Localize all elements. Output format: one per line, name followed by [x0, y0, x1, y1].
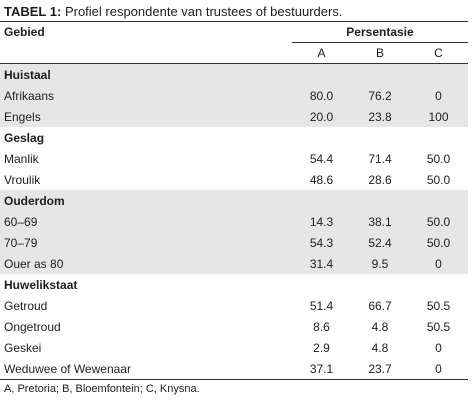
row-label: Weduwee of Wewenaar — [0, 358, 292, 380]
row-label: 70–79 — [0, 232, 292, 253]
value-cell: 80.0 — [292, 85, 351, 106]
value-cell: 4.8 — [371, 340, 389, 355]
header-col-c: C — [409, 42, 468, 64]
value-cell: 52.4 — [351, 232, 409, 253]
value-cell: 48.6 — [309, 172, 334, 187]
table-row: Manlik 54.4 71.4 50.0 — [0, 148, 468, 169]
group-title: Geslag — [4, 130, 45, 145]
value-cell: 50.0 — [426, 172, 451, 187]
row-label: Vroulik — [4, 172, 41, 187]
value-cell: 54.4 — [309, 151, 334, 166]
row-label: 60–69 — [0, 211, 292, 232]
header-col-a: A — [292, 42, 351, 64]
value-cell: 38.1 — [351, 211, 409, 232]
table-row: 70–79 54.3 52.4 50.0 — [0, 232, 468, 253]
table-row: Ongetroud 8.6 4.8 50.5 — [0, 316, 468, 337]
value-cell: 2.9 — [313, 340, 330, 355]
value-cell: 23.8 — [351, 106, 409, 127]
table-row: 60–69 14.3 38.1 50.0 — [0, 211, 468, 232]
value-cell: 23.7 — [351, 358, 409, 380]
row-label: Afrikaans — [0, 85, 292, 106]
value-cell: 4.8 — [371, 319, 389, 334]
header-area: Gebied — [0, 21, 292, 64]
value-cell: 0 — [435, 340, 442, 355]
value-cell: 8.6 — [313, 319, 330, 334]
value-cell: 37.1 — [292, 358, 351, 380]
table-row: Ouer as 80 31.4 9.5 0 — [0, 253, 468, 274]
row-label: Engels — [0, 106, 292, 127]
group-row: Huistaal — [0, 63, 468, 85]
row-label: Manlik — [4, 151, 39, 166]
table-row: Vroulik 48.6 28.6 50.0 — [0, 169, 468, 190]
table-row: Getroud 51.4 66.7 50.5 — [0, 295, 468, 316]
table-row: Engels 20.0 23.8 100 — [0, 106, 468, 127]
table-body: Huistaal Afrikaans 80.0 76.2 0 Engels 20.0 23.8… — [0, 63, 468, 380]
group-title: Ouderdom — [0, 190, 468, 211]
row-label: Geskei — [4, 340, 42, 355]
table-caption-label: TABEL 1: — [4, 4, 62, 19]
row-label: Ongetroud — [4, 319, 61, 334]
value-cell: 31.4 — [292, 253, 351, 274]
value-cell: 50.0 — [409, 211, 468, 232]
group-title: Huwelikstaat — [4, 277, 78, 292]
value-cell: 9.5 — [351, 253, 409, 274]
group-row: Ouderdom — [0, 190, 468, 211]
value-cell: 50.0 — [426, 151, 451, 166]
value-cell: 0 — [409, 85, 468, 106]
table-caption: TABEL 1: Profiel respondente van trustee… — [4, 3, 342, 20]
value-cell: 54.3 — [292, 232, 351, 253]
table-row: Afrikaans 80.0 76.2 0 — [0, 85, 468, 106]
value-cell: 14.3 — [292, 211, 351, 232]
table-caption-text: Profiel respondente van trustees of best… — [64, 4, 343, 19]
profile-table: Gebied Persentasie A B C Huistaal Afrikaa… — [0, 21, 468, 380]
value-cell: 66.7 — [368, 298, 392, 313]
row-label: Getroud — [4, 298, 48, 313]
row-label: Ouer as 80 — [0, 253, 292, 274]
group-title: Huistaal — [0, 63, 468, 85]
value-cell: 50.5 — [426, 319, 451, 334]
table-row: Geskei 2.9 4.8 0 — [0, 337, 468, 358]
table-row: Weduwee of Wewenaar 37.1 23.7 0 — [0, 358, 468, 380]
value-cell: 76.2 — [351, 85, 409, 106]
value-cell: 51.4 — [309, 298, 334, 313]
table-footnote: A, Pretoria; B, Bloemfontein; C, Knysna. — [4, 383, 200, 395]
value-cell: 20.0 — [292, 106, 351, 127]
value-cell: 50.0 — [409, 232, 468, 253]
value-cell: 50.5 — [426, 298, 451, 313]
value-cell: 28.6 — [368, 172, 392, 187]
group-row: Huwelikstaat — [0, 274, 468, 295]
value-cell: 71.4 — [368, 151, 392, 166]
value-cell: 0 — [409, 358, 468, 380]
header-col-b: B — [351, 42, 409, 64]
group-row: Geslag — [0, 127, 468, 148]
value-cell: 0 — [409, 253, 468, 274]
header-percentage: Persentasie — [292, 21, 468, 43]
value-cell: 100 — [409, 106, 468, 127]
